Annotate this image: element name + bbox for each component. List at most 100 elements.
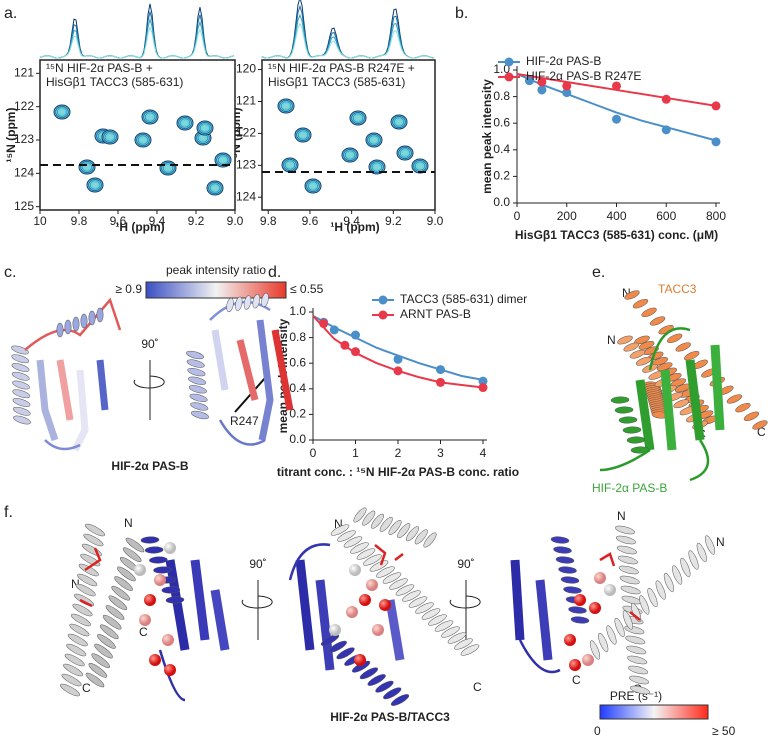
helix-turn bbox=[13, 415, 31, 425]
nmr-peak bbox=[201, 124, 209, 132]
nmr-peak bbox=[141, 109, 159, 125]
helix-turn bbox=[367, 674, 386, 686]
atom-sphere bbox=[154, 574, 166, 586]
helix-turn bbox=[140, 536, 160, 544]
data-point bbox=[562, 88, 572, 98]
helix-turn bbox=[615, 525, 635, 535]
helix-turn bbox=[12, 406, 31, 416]
helix-turn bbox=[626, 436, 646, 444]
helix-turn bbox=[558, 566, 577, 574]
helix-turn bbox=[362, 510, 376, 526]
nmr-peak bbox=[162, 163, 174, 173]
nmr-peak bbox=[354, 114, 362, 122]
data-point bbox=[478, 383, 488, 393]
nmr-peak bbox=[81, 162, 93, 172]
terminus-label: N bbox=[716, 535, 725, 549]
1d-trace bbox=[261, 22, 435, 59]
beta-strand bbox=[165, 559, 190, 651]
helix-turn bbox=[421, 608, 441, 620]
colorbar-min: ≥ 0.9 bbox=[115, 282, 142, 296]
y-tick-label: 120 bbox=[236, 62, 256, 76]
nmr-peak bbox=[208, 181, 222, 195]
atom-sphere bbox=[164, 542, 176, 554]
legend-label: ARNT PAS-B bbox=[400, 307, 471, 321]
helix-turn bbox=[226, 297, 234, 313]
nmr-peak bbox=[214, 152, 232, 168]
data-point bbox=[562, 81, 572, 91]
nmr-peak bbox=[78, 159, 96, 175]
atom-sphere bbox=[594, 572, 606, 584]
terminus-label: N bbox=[124, 516, 133, 530]
nmr-peak bbox=[393, 117, 405, 127]
x-tick-label: 0 bbox=[310, 446, 317, 460]
helix-turn bbox=[560, 576, 580, 584]
helix-turn bbox=[641, 307, 657, 318]
data-point bbox=[351, 347, 360, 357]
helix-turn bbox=[190, 402, 209, 411]
helix-turn bbox=[397, 523, 411, 539]
helix-turn bbox=[555, 556, 575, 564]
legend-marker bbox=[378, 310, 388, 320]
spectrum-title: ¹⁵N HIF-2α PAS-B R247E + bbox=[268, 61, 415, 75]
loop bbox=[24, 297, 122, 351]
nmr-peak bbox=[286, 161, 294, 169]
terminus-label: C bbox=[139, 625, 148, 639]
x-tick-label: 3 bbox=[437, 446, 444, 460]
x-axis-label: titrant conc. : ¹⁵N HIF-2α PAS-B conc. r… bbox=[277, 465, 519, 479]
nmr-peak bbox=[80, 160, 94, 174]
nmr-peak bbox=[283, 158, 297, 172]
colorbar-max: ≥ 50 bbox=[712, 724, 736, 738]
nmr-peak bbox=[296, 128, 310, 142]
nmr-peak bbox=[144, 112, 156, 122]
terminus-label: N bbox=[617, 509, 626, 523]
nmr-peak bbox=[352, 113, 364, 123]
helix-turn bbox=[615, 535, 636, 545]
y-tick-label: 0.4 bbox=[289, 381, 306, 395]
beta-strand bbox=[190, 559, 210, 641]
atom-sphere bbox=[149, 654, 161, 666]
nmr-peak bbox=[159, 160, 177, 176]
helix-turn bbox=[64, 653, 85, 667]
data-point bbox=[537, 77, 547, 87]
terminus-label: N bbox=[622, 286, 631, 300]
tacc3-label: TACC3 bbox=[658, 282, 697, 296]
nmr-peak bbox=[164, 164, 172, 172]
helix-turn bbox=[570, 616, 590, 624]
helix-turn bbox=[735, 402, 751, 413]
colorbar bbox=[145, 281, 287, 299]
x-tick-label: 9.4 bbox=[343, 214, 360, 228]
helix-turn bbox=[672, 565, 683, 585]
helix-turn bbox=[550, 536, 570, 544]
helix-turn bbox=[618, 416, 638, 424]
nmr-peak bbox=[343, 148, 357, 162]
x-tick-label: 9.0 bbox=[227, 214, 244, 228]
nmr-peak bbox=[309, 182, 317, 190]
helix-turn bbox=[649, 316, 666, 326]
atom-sphere bbox=[354, 654, 366, 666]
beta-strand bbox=[211, 329, 229, 391]
nmr-peak bbox=[307, 181, 319, 191]
helix-turn bbox=[94, 643, 113, 659]
helix-turn bbox=[614, 406, 634, 414]
nmr-peak bbox=[282, 102, 290, 110]
nmr-peak bbox=[398, 146, 412, 160]
nmr-peak bbox=[277, 98, 295, 114]
x-axis-label: HisGβ1 TACC3 (585-631) conc. (μM) bbox=[515, 228, 718, 242]
nmr-peak bbox=[371, 162, 383, 172]
helix-turn bbox=[149, 556, 168, 564]
helix-turn bbox=[406, 526, 419, 542]
atom-sphere bbox=[349, 564, 361, 576]
x-tick-label: 9.6 bbox=[302, 214, 319, 228]
loop bbox=[79, 547, 102, 608]
nmr-peak bbox=[304, 178, 322, 194]
helix-turn bbox=[243, 295, 252, 310]
terminus-label: C bbox=[757, 425, 766, 439]
rotation-label: 90˚ bbox=[141, 337, 158, 351]
terminus-label: N bbox=[334, 517, 343, 531]
pointer-arrow bbox=[234, 377, 266, 413]
helix-turn bbox=[252, 294, 260, 309]
helix-turn bbox=[80, 313, 88, 329]
helix-turn bbox=[12, 398, 31, 407]
helix-turn bbox=[383, 687, 402, 700]
